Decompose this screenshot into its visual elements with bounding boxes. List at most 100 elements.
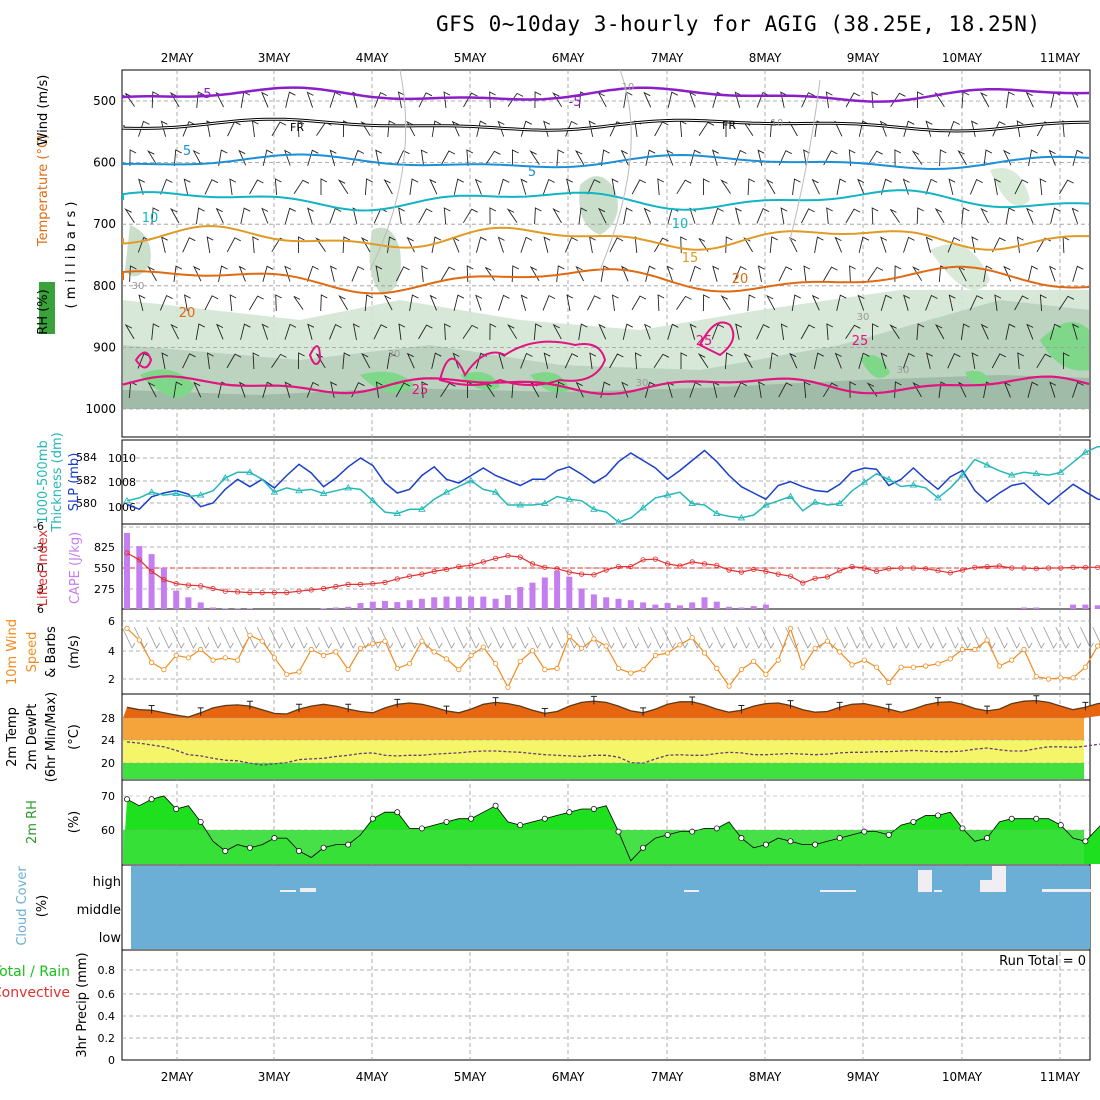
- cape-bar: [517, 587, 524, 609]
- temp-minmax-tick: [935, 697, 941, 706]
- wind10m-point: [787, 625, 794, 631]
- li-point: [849, 563, 855, 570]
- ylabel-slp: SLP (mb): [67, 453, 82, 512]
- li-point: [136, 557, 142, 563]
- li-line: [126, 552, 1100, 594]
- precip-panel: 0.8 0.6 0.4 0.2 0 Run Total = 0 Total / Rain Co…: [0, 954, 1090, 1067]
- thickness-point: [344, 484, 352, 491]
- thickness-point: [614, 518, 623, 525]
- thickness-point: [1057, 468, 1065, 475]
- ylabel-precip-b: Convective: [0, 985, 70, 1001]
- rh-shade-blob: [965, 370, 990, 386]
- contour-label-plus10: 10: [142, 211, 159, 226]
- wind10m-point: [578, 645, 585, 651]
- ylabel-wind10m-c: & Barbs: [44, 626, 59, 678]
- li-point: [406, 573, 413, 579]
- li-point: [898, 565, 904, 571]
- li-point: [714, 562, 720, 568]
- cape-bar: [640, 602, 647, 609]
- li-point: [345, 581, 351, 588]
- wind10m-point: [517, 658, 523, 664]
- li-point: [628, 563, 634, 570]
- cape-bar: [468, 596, 475, 609]
- wind10m-point: [652, 652, 659, 659]
- thickness-point: [295, 486, 303, 494]
- date-label-top: 9MAY: [847, 51, 880, 65]
- li-point: [554, 566, 560, 572]
- thickness-point: [860, 478, 869, 485]
- li-point: [652, 556, 659, 562]
- temp-minmax-tick: [443, 705, 450, 715]
- ylabel-thickness-1: 1000-500mb: [36, 440, 51, 524]
- wind10m-point: [1009, 657, 1015, 663]
- wind10m-point: [1095, 643, 1100, 649]
- contour-label-plus15: 15: [682, 251, 699, 266]
- contour-freezing-core: [122, 118, 1089, 132]
- thickness-point: [590, 505, 598, 512]
- date-label-bottom: 8MAY: [749, 1070, 782, 1084]
- cloud-fill: [131, 866, 1090, 949]
- contour-labels: -5 -5 FR FR 5 5 10 10 15 20 20 25 25 25 10 10 30 30 30 30 30: [132, 82, 910, 398]
- temp-minmax-tick: [345, 703, 352, 713]
- li-point: [591, 572, 597, 578]
- slp-tick-label: 1008: [108, 476, 136, 489]
- cape-bar: [762, 604, 769, 609]
- cape-bar: [566, 576, 573, 609]
- panel-frames: [121, 69, 1091, 1061]
- wind10m-point: [456, 666, 462, 673]
- cape-bar: [185, 597, 192, 609]
- wind10m-panel: 6 4 2: [108, 615, 1100, 690]
- thickness-point: [369, 496, 377, 504]
- rh2m-point: [885, 831, 892, 838]
- date-label-bottom: 6MAY: [552, 1070, 585, 1084]
- li-point: [173, 581, 179, 587]
- rh-lower-band: [123, 830, 1084, 864]
- pressure-gridlines: 500 600 700 800 900 1000: [85, 94, 1090, 416]
- cape-bar: [406, 600, 413, 609]
- wind10m-point: [345, 666, 351, 673]
- thickness-tick-label: 582: [76, 474, 97, 487]
- cape-bar: [529, 582, 536, 609]
- ylabel-cloud-units: (%): [35, 895, 50, 918]
- temp-minmax-tick: [1033, 695, 1040, 704]
- wind10m-point: [505, 684, 511, 690]
- cape-bar: [210, 607, 216, 609]
- wind10m-point: [800, 664, 806, 670]
- profile-panel: 500 600 700 800 900 1000 -5 -5 FR FR 5 5 10 10 15 20 20 2…: [85, 69, 1090, 416]
- li-point: [677, 563, 683, 569]
- li-point: [308, 587, 314, 593]
- wind10m-tick-label: 2: [108, 673, 115, 686]
- cape-bar: [689, 602, 696, 609]
- cape-bar: [1033, 607, 1040, 609]
- li-point: [837, 568, 843, 574]
- contour-label-rh: 30: [897, 365, 910, 376]
- li-point: [640, 557, 646, 563]
- ylabel-wind: Wind (m/s): [36, 75, 51, 146]
- thickness-point: [467, 476, 475, 484]
- rh2m-point: [738, 835, 745, 842]
- li-point: [419, 571, 425, 577]
- cape-bar: [345, 606, 352, 609]
- run-total-label: Run Total = 0: [999, 954, 1086, 969]
- rh2m-point: [590, 806, 597, 812]
- li-point: [972, 564, 978, 570]
- ylabel-rh2m: 2m RH: [25, 800, 40, 844]
- wind10m-point: [910, 664, 917, 670]
- thickness-point: [762, 501, 770, 508]
- thickness-point: [491, 488, 500, 495]
- li-point: [959, 567, 966, 573]
- cape-bar: [148, 554, 155, 609]
- date-label-bottom: 11MAY: [1040, 1070, 1081, 1084]
- cape-bar: [541, 577, 548, 609]
- cloud-gap: [1042, 889, 1092, 892]
- li-point: [247, 589, 253, 596]
- wind10m-point: [443, 656, 450, 662]
- thickness-point: [270, 488, 279, 495]
- wind10m-point: [370, 640, 376, 647]
- rh2m-point: [1057, 822, 1064, 829]
- temp-minmax-tick: [836, 701, 843, 711]
- thickness-point: [835, 499, 844, 507]
- temp-minmax-tick: [885, 703, 892, 713]
- precip-tick-label: 0.4: [98, 1010, 116, 1023]
- cape-tick-label: 275: [94, 583, 115, 596]
